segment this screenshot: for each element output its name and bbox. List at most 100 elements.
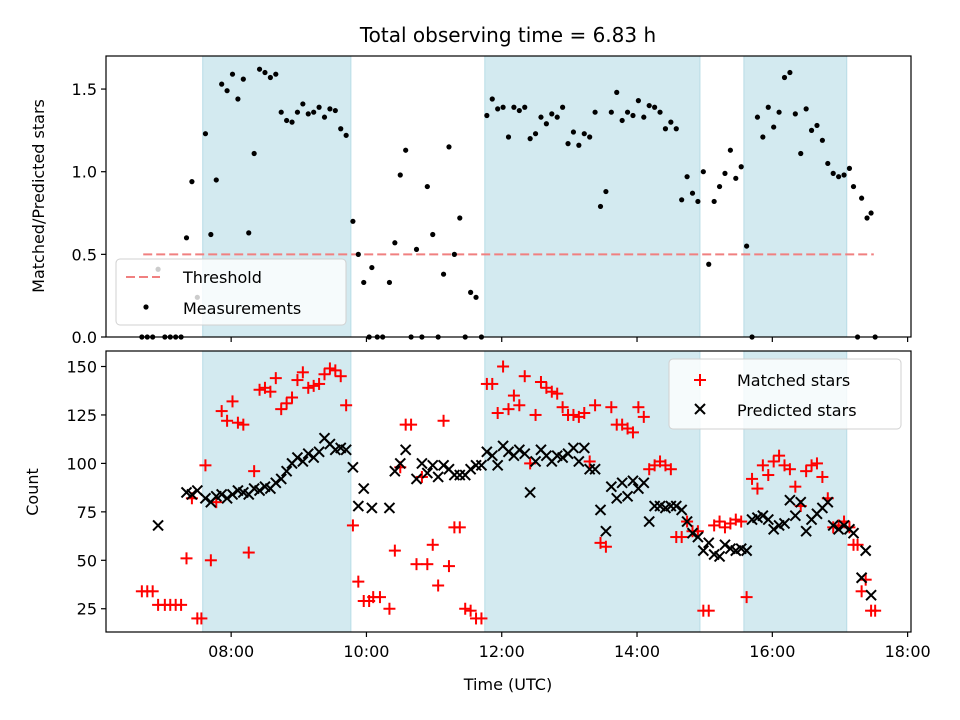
- matched-star-point: [318, 368, 331, 381]
- measurement-point: [413, 246, 420, 252]
- matched-star-point: [767, 455, 780, 468]
- matched-star-point: [675, 531, 688, 544]
- measurement-point: [451, 251, 457, 257]
- measurement-point: [619, 117, 625, 124]
- measurement-point: [343, 132, 349, 138]
- top-legend: Threshold Measurements: [115, 258, 347, 326]
- predicted-star-point: [600, 525, 612, 537]
- top-y-tick-label: 1.5: [72, 80, 97, 99]
- matched-star-point: [248, 465, 261, 478]
- matched-star-point: [464, 604, 477, 617]
- matched-star-point: [810, 457, 823, 470]
- predicted-star-point: [215, 488, 228, 501]
- matched-star-point: [855, 585, 868, 598]
- measurement-point: [614, 89, 620, 95]
- x-tick-label: 16:00: [749, 642, 795, 661]
- matched-star-point: [746, 472, 759, 485]
- matched-star-point: [291, 374, 304, 387]
- measurement-point: [392, 240, 398, 246]
- measurement-point: [808, 127, 815, 133]
- measurement-point: [608, 109, 614, 115]
- predicted-star-point: [827, 519, 839, 532]
- top-y-tick-label: 1.0: [72, 163, 97, 182]
- measurement-point: [202, 131, 209, 137]
- measurement-point: [652, 104, 658, 110]
- matched-star-point: [800, 465, 813, 478]
- measurement-point: [722, 170, 728, 176]
- predicted-star-point: [253, 484, 266, 497]
- measurement-point: [781, 74, 788, 81]
- predicted-star-point: [513, 444, 526, 456]
- matched-star-point: [740, 591, 753, 604]
- measurement-point: [305, 111, 311, 117]
- matched-star-point: [146, 585, 159, 598]
- matched-star-point: [388, 544, 401, 557]
- measurement-point: [446, 144, 452, 150]
- matched-star-point: [340, 399, 353, 412]
- predicted-star-point: [275, 473, 287, 485]
- matched-star-point: [545, 385, 558, 398]
- measurement-point: [738, 164, 744, 170]
- matched-star-point: [762, 469, 775, 482]
- measurement-point: [819, 137, 825, 143]
- x-tick-label: 14:00: [614, 642, 660, 661]
- predicted-star-point: [280, 465, 293, 477]
- predicted-star-point: [347, 461, 359, 473]
- matched-star-point: [221, 414, 234, 427]
- matched-star-point: [605, 401, 618, 414]
- x-axis-label: Time (UTC): [463, 675, 552, 694]
- measurement-point: [229, 71, 236, 77]
- measurement-point: [505, 134, 512, 140]
- measurement-point: [657, 109, 663, 115]
- measurement-point: [716, 183, 723, 190]
- predicted-star-point: [784, 494, 796, 506]
- predicted-star-point: [589, 463, 601, 475]
- measurement-point: [646, 102, 652, 109]
- predicted-star-point: [524, 486, 536, 499]
- measurement-point: [673, 126, 679, 132]
- measurement-point: [527, 136, 533, 142]
- matched-star-point: [231, 416, 244, 429]
- measurements-legend-swatch: [143, 304, 149, 310]
- measurement-point: [754, 114, 761, 120]
- matched-star-point: [751, 482, 764, 495]
- matched-star-point: [497, 360, 510, 373]
- measurement-point: [787, 69, 793, 76]
- measurement-point: [543, 121, 549, 127]
- matched-star-point: [735, 515, 748, 528]
- matched-star-point: [410, 558, 423, 571]
- matched-star-point: [346, 519, 359, 532]
- bottom-shaded-interval: [484, 351, 700, 632]
- matched-star-point: [329, 364, 342, 377]
- measurement-point: [183, 235, 190, 241]
- predicted-star-point: [410, 473, 423, 485]
- matched-star-point: [275, 403, 288, 416]
- matched-star-point: [869, 604, 882, 617]
- matched-star-point: [583, 455, 596, 468]
- measurement-point: [560, 104, 566, 110]
- matched-star-point: [253, 383, 266, 396]
- matched-star-point: [453, 521, 466, 534]
- predicted-star-point: [594, 504, 607, 516]
- predicted-star-point: [675, 504, 688, 516]
- predicted-star-point: [692, 531, 704, 543]
- bottom-y-tick-label: 150: [66, 358, 97, 377]
- measurement-point: [251, 150, 257, 157]
- measurement-point: [457, 215, 463, 221]
- measurement-point: [440, 271, 447, 277]
- measurement-point: [386, 279, 393, 286]
- measurement-point: [733, 175, 739, 181]
- predicted-star-point: [681, 515, 693, 528]
- x-tick-label: 18:00: [885, 642, 931, 661]
- measurement-point: [208, 231, 214, 238]
- predicted-star-point: [399, 444, 412, 456]
- bottom-legend: Matched stars Predicted stars: [668, 358, 902, 430]
- predicted-star-point: [519, 448, 531, 460]
- predicted-star-point: [221, 492, 233, 504]
- measurement-point: [549, 111, 555, 117]
- measurement-point: [213, 177, 219, 183]
- matched-star-point: [805, 459, 818, 472]
- measurement-point: [500, 104, 506, 110]
- predicted-star-point: [573, 455, 585, 468]
- measurement-point: [256, 66, 263, 72]
